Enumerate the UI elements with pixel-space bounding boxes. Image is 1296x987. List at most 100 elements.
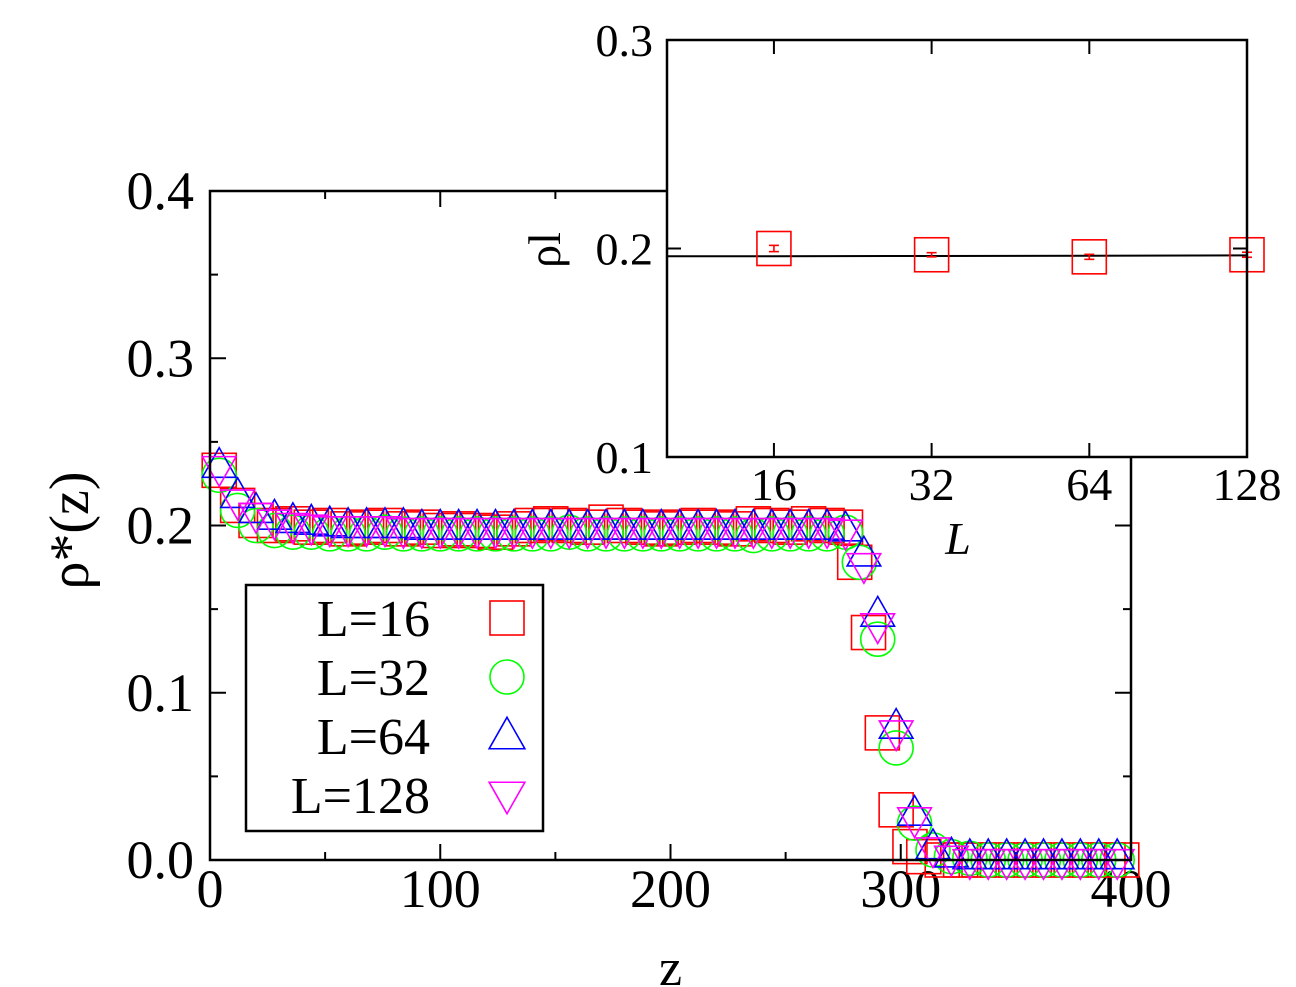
data-point [477, 507, 514, 540]
data-point [679, 507, 717, 540]
data-point [348, 509, 385, 545]
data-point [933, 838, 970, 875]
data-point [878, 730, 914, 766]
data-point [477, 516, 514, 552]
data-point [1025, 837, 1062, 870]
data-point [1062, 848, 1099, 881]
series-l-64 [201, 446, 1136, 870]
data-point [237, 491, 275, 524]
data-point [1025, 848, 1062, 881]
data-point [459, 516, 495, 552]
data-point [440, 517, 477, 550]
x-tick-label: 300 [860, 859, 941, 919]
data-point [422, 517, 459, 550]
data-point [1099, 848, 1136, 881]
inset-y-tick-label: 0.3 [596, 15, 654, 66]
data-point [808, 507, 846, 540]
inset-data-point [913, 236, 950, 273]
main-data-points [201, 446, 1140, 881]
data-point [625, 516, 661, 552]
data-point [458, 517, 496, 550]
data-point [367, 514, 403, 550]
data-point [988, 848, 1025, 881]
data-point [495, 507, 533, 540]
data-point [477, 517, 514, 550]
data-point [385, 516, 422, 552]
data-point [201, 455, 238, 488]
data-point [532, 516, 569, 552]
data-point [698, 517, 735, 550]
data-point [753, 507, 790, 540]
data-point [864, 715, 901, 751]
data-point [661, 517, 698, 550]
data-point [404, 516, 440, 552]
data-point [914, 827, 952, 860]
data-point [1099, 837, 1136, 870]
data-point [716, 507, 754, 540]
main-x-axis-label: z [659, 940, 682, 987]
data-point [422, 516, 459, 552]
main-y-axis-label: ρ*(z) [39, 471, 101, 589]
data-point [914, 837, 952, 870]
data-point [366, 506, 404, 539]
legend-entry: L=32 [317, 650, 525, 707]
legend-entry: L=128 [291, 768, 527, 825]
data-point [624, 507, 662, 540]
data-point [219, 476, 256, 509]
data-point [1006, 848, 1044, 881]
data-point [587, 507, 625, 540]
data-point [514, 507, 551, 540]
data-point [514, 517, 551, 550]
inset-axis-ticks: 16 32 64 128 0.1 0.2 0.3 [596, 15, 1282, 510]
data-point [850, 614, 887, 651]
inset-x-tick-label: 32 [909, 459, 955, 510]
inset-plot-frame [665, 38, 1249, 459]
y-tick-label: 0.1 [127, 663, 195, 723]
data-point [1043, 837, 1081, 870]
legend-label: L=64 [317, 709, 430, 766]
data-point [606, 516, 643, 552]
data-point [877, 706, 915, 740]
data-point [219, 489, 256, 522]
data-point [1006, 837, 1044, 870]
data-point [551, 507, 588, 540]
data-point [772, 507, 809, 540]
series-l-128 [201, 455, 1136, 881]
data-point [569, 507, 606, 540]
data-point [735, 506, 772, 542]
data-point [790, 507, 827, 540]
legend-label: L=128 [291, 768, 430, 825]
data-point [385, 506, 422, 539]
inset-x-axis-label: L [944, 513, 971, 564]
y-tick-label: 0.4 [127, 161, 195, 221]
legend-marker [487, 781, 527, 816]
data-point [698, 507, 735, 540]
data-point [772, 516, 809, 552]
inset-marker [913, 236, 950, 273]
data-point [878, 792, 914, 828]
legend: L=16L=32L=64L=128 [244, 583, 545, 833]
data-point [859, 594, 896, 627]
data-point [514, 516, 551, 552]
y-tick-label: 0.2 [127, 496, 195, 556]
data-point [698, 516, 735, 552]
data-point [201, 457, 238, 494]
data-point [275, 506, 311, 542]
inset-y-tick-label: 0.2 [596, 224, 654, 275]
data-point [827, 509, 864, 542]
data-point [753, 517, 790, 550]
y-tick-label: 0.0 [127, 830, 195, 890]
data-point [790, 516, 827, 552]
data-point [790, 517, 827, 550]
data-point [440, 507, 477, 540]
data-point [951, 848, 988, 881]
data-point [735, 517, 772, 550]
data-point [274, 501, 312, 534]
data-point [311, 507, 348, 544]
data-point [951, 837, 988, 870]
data-point [735, 507, 772, 540]
data-point [440, 516, 477, 552]
data-point [933, 835, 970, 868]
data-point [970, 837, 1007, 870]
